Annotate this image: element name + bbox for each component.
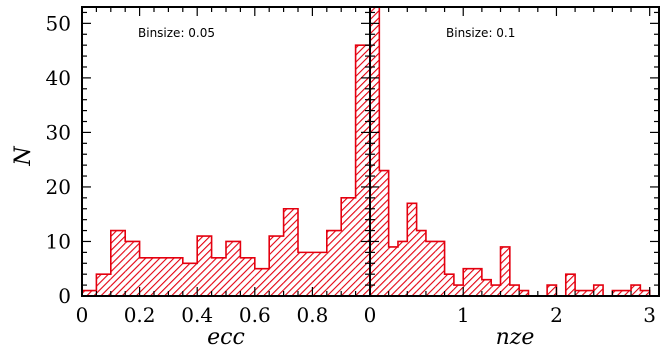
nze-histogram-bar bbox=[453, 285, 464, 296]
nze-histogram-bar bbox=[472, 268, 482, 296]
ecc-x-tick-label: 0.4 bbox=[181, 303, 213, 327]
y-tick-label: 20 bbox=[46, 175, 71, 199]
nze-x-tick-label: 1 bbox=[457, 303, 470, 327]
nze-histogram-bar bbox=[397, 241, 408, 296]
ecc-x-tick-label: 0.6 bbox=[239, 303, 271, 327]
ecc-histogram-bar bbox=[312, 252, 327, 296]
nze-histogram-bar bbox=[407, 203, 417, 296]
y-tick-label: 40 bbox=[46, 66, 71, 90]
ecc-ticks bbox=[81, 7, 371, 297]
ecc-histogram-bar bbox=[168, 257, 183, 296]
ecc-x-tick-labels: 0 0.2 0.4 0.6 0.8 bbox=[76, 303, 329, 327]
ecc-histogram-bar bbox=[298, 252, 313, 296]
nze-histogram-bar bbox=[593, 285, 604, 296]
nze-histogram-outline bbox=[369, 6, 660, 297]
nze-x-tick-labels: 0 1 2 3 bbox=[364, 303, 656, 327]
nze-histogram-bar bbox=[379, 170, 389, 296]
nze-histogram-bar bbox=[463, 268, 473, 296]
y-tick-label: 30 bbox=[46, 120, 71, 144]
nze-histogram-bar bbox=[435, 241, 445, 296]
ecc-histogram-bar bbox=[355, 45, 370, 296]
ecc-x-tick-label: 0 bbox=[76, 303, 89, 327]
nze-panel-frame bbox=[369, 6, 660, 297]
nze-histogram-bar bbox=[425, 241, 436, 296]
nze-histogram-bar bbox=[500, 246, 510, 296]
ecc-histogram-bar bbox=[226, 241, 241, 296]
nze-panel: Binsize: 0.1 bbox=[369, 6, 660, 297]
y-tick-label: 0 bbox=[58, 284, 71, 308]
ecc-histogram-bar bbox=[139, 257, 154, 296]
nze-histogram-bar bbox=[565, 274, 576, 296]
nze-histogram-bar bbox=[481, 279, 492, 296]
ecc-binsize-annotation: Binsize: 0.05 bbox=[138, 26, 215, 40]
nze-histogram-bar bbox=[631, 285, 641, 296]
ecc-histogram-bar bbox=[240, 257, 255, 296]
nze-histogram-bar bbox=[491, 285, 501, 296]
ecc-histogram-bars bbox=[81, 44, 371, 296]
nze-x-tick-label: 2 bbox=[550, 303, 563, 327]
nze-x-axis-title: nze bbox=[496, 325, 535, 350]
ecc-histogram-bar bbox=[341, 197, 356, 296]
ecc-histogram-bar bbox=[254, 268, 270, 296]
ecc-histogram-bar bbox=[211, 257, 226, 296]
ecc-histogram-bar bbox=[110, 230, 126, 296]
y-tick-label: 50 bbox=[46, 11, 71, 35]
nze-histogram-bar bbox=[584, 290, 594, 296]
ecc-histogram-bar bbox=[125, 241, 140, 296]
ecc-histogram-bar bbox=[154, 257, 169, 296]
ecc-x-tick-label: 0.2 bbox=[124, 303, 156, 327]
nze-histogram-bar bbox=[612, 290, 622, 296]
nze-histogram-bar bbox=[575, 290, 585, 296]
y-tick-label: 10 bbox=[46, 229, 71, 253]
nze-binsize-annotation: Binsize: 0.1 bbox=[446, 26, 515, 40]
ecc-histogram-bar bbox=[326, 230, 342, 296]
ecc-x-axis-title: ecc bbox=[207, 325, 245, 350]
nze-histogram-bar bbox=[444, 274, 454, 296]
ecc-histogram-bar bbox=[283, 208, 298, 296]
nze-x-tick-label: 3 bbox=[643, 303, 656, 327]
ecc-histogram-bar bbox=[269, 236, 284, 296]
ecc-histogram-bar bbox=[182, 263, 198, 296]
nze-x-tick-label: 0 bbox=[364, 303, 377, 327]
nze-histogram-bar bbox=[370, 7, 380, 296]
nze-histogram-bar bbox=[416, 230, 426, 296]
ecc-histogram-bar bbox=[197, 236, 212, 296]
nze-histogram-bar bbox=[388, 246, 398, 296]
y-axis-title: N bbox=[11, 146, 36, 167]
y-tick-labels: 0 10 20 30 40 50 bbox=[46, 11, 71, 308]
nze-histogram-bar bbox=[509, 285, 520, 296]
ecc-x-tick-label: 0.8 bbox=[296, 303, 328, 327]
nze-histogram-bar bbox=[640, 290, 650, 296]
nze-histogram-bars bbox=[369, 6, 660, 297]
ecc-histogram-outline bbox=[81, 44, 371, 296]
nze-histogram-bar bbox=[621, 290, 632, 296]
ecc-histogram-bar bbox=[96, 274, 111, 296]
ecc-panel: Binsize: 0.05 bbox=[81, 6, 371, 297]
ecc-histogram-bar bbox=[82, 290, 97, 296]
nze-histogram-bar bbox=[519, 290, 529, 296]
nze-ticks bbox=[369, 7, 659, 297]
nze-histogram-bar bbox=[547, 285, 557, 296]
